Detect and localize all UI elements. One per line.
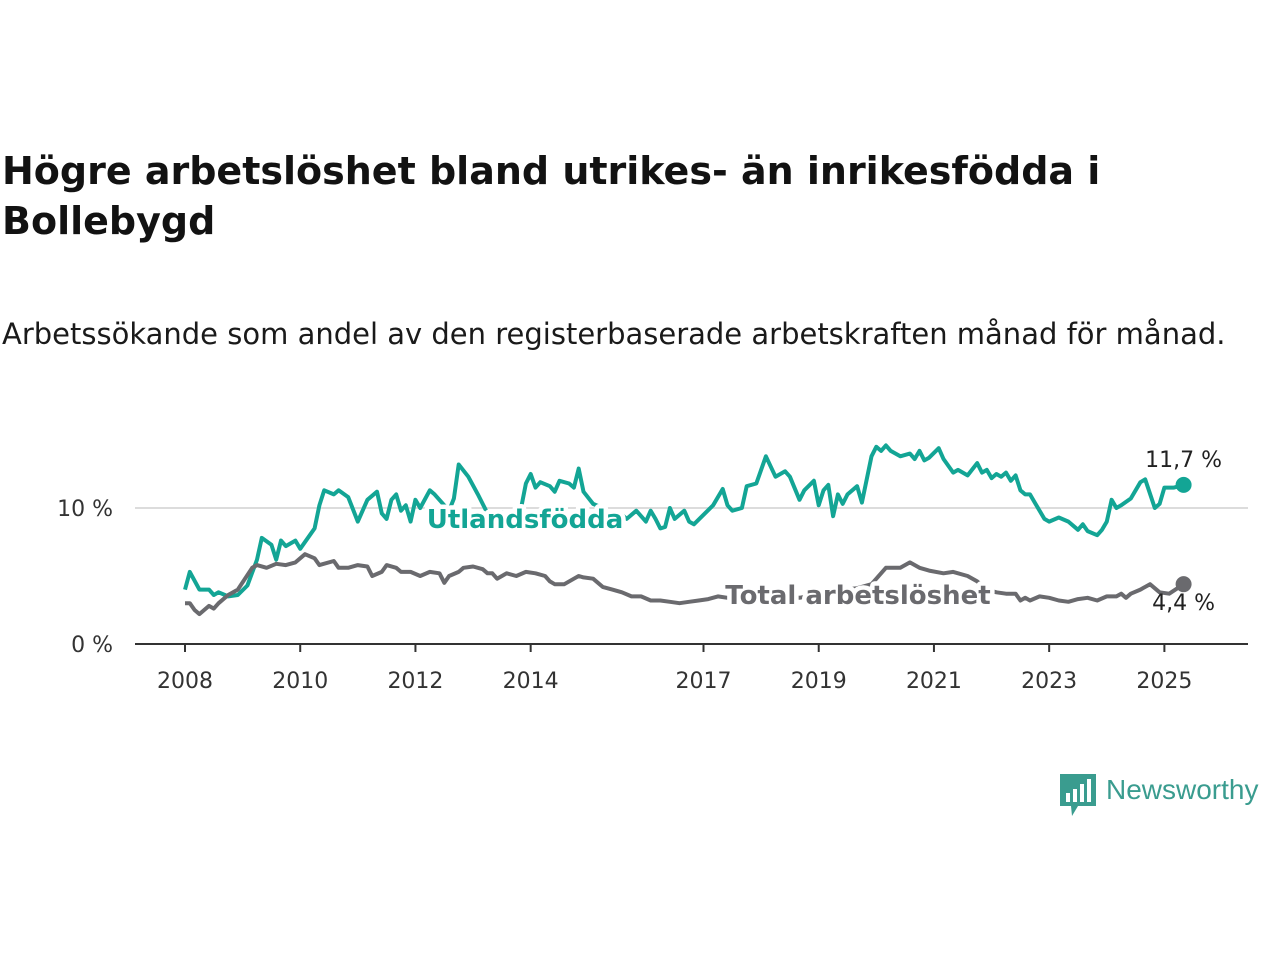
x-tick-label: 2021 xyxy=(906,669,962,694)
series-name-label: Total arbetslöshet xyxy=(725,581,990,611)
bar-chart-speech-bubble-icon xyxy=(1060,774,1096,816)
newsworthy-logo: Newsworthy xyxy=(1058,772,1280,820)
chart-title: Högre arbetslöshet bland utrikes- än inr… xyxy=(2,149,1101,243)
chart-subtitle: Arbetssökande som andel av den registerb… xyxy=(2,317,1226,351)
series-end-label: 11,7 % xyxy=(1145,448,1222,473)
x-tick-label: 2014 xyxy=(503,669,559,694)
x-tick-label: 2025 xyxy=(1136,669,1192,694)
brand-name: Newsworthy xyxy=(1106,774,1259,805)
series-end-point xyxy=(1175,476,1192,493)
y-tick-label: 0 % xyxy=(71,633,113,658)
x-tick-label: 2010 xyxy=(272,669,328,694)
x-tick-label: 2019 xyxy=(791,669,847,694)
x-tick-label: 2023 xyxy=(1021,669,1077,694)
x-tick-label: 2017 xyxy=(676,669,732,694)
series-end-point xyxy=(1175,576,1192,593)
series-line-utlandsfodda xyxy=(183,443,1185,599)
line-chart: 11,7 % Utlandsfödda 4,4 % Total arbetslöshe… xyxy=(57,443,1248,694)
series-line-total xyxy=(185,552,1185,617)
x-tick-label: 2008 xyxy=(157,669,213,694)
y-tick-label: 10 % xyxy=(57,497,113,522)
x-tick-label: 2012 xyxy=(387,669,443,694)
series-end-label: 4,4 % xyxy=(1152,591,1215,616)
series-name-label: Utlandsfödda xyxy=(427,505,624,535)
